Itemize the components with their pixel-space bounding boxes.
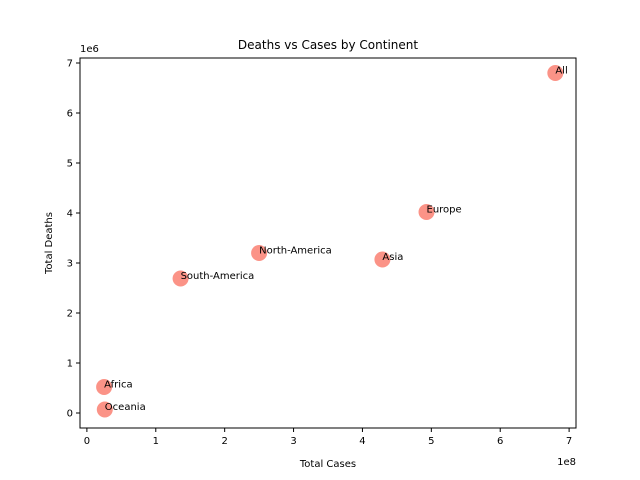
- y-tick-label: 6: [67, 109, 73, 120]
- x-tick-label: 6: [497, 436, 503, 447]
- data-point: [418, 204, 435, 220]
- point-label: Asia: [382, 252, 403, 263]
- data-point: [96, 401, 113, 418]
- y-tick-label: 7: [67, 59, 73, 70]
- x-tick-label: 3: [290, 436, 296, 447]
- point-label: South-America: [181, 271, 255, 282]
- x-tick-label: 0: [84, 436, 90, 447]
- x-tick-label: 1: [153, 436, 159, 447]
- data-point: [251, 245, 268, 261]
- data-point: [547, 65, 564, 81]
- y-tick-label: 3: [67, 259, 73, 270]
- x-axis-label: Total Cases: [299, 459, 356, 470]
- data-point: [172, 270, 189, 287]
- chart-title: Deaths vs Cases by Continent: [238, 38, 418, 52]
- y-tick-label: 0: [67, 409, 73, 420]
- y-axis-offset-text: 1e6: [80, 44, 99, 55]
- x-tick-label: 5: [428, 436, 434, 447]
- point-labels-layer: All Europe North-America Asia South-America A…: [104, 66, 568, 414]
- point-label: All: [555, 66, 567, 77]
- point-label: Europe: [427, 205, 462, 216]
- point-label: North-America: [259, 246, 332, 257]
- y-axis-label: Total Deaths: [44, 212, 55, 275]
- data-point: [374, 251, 391, 268]
- y-tick-label: 1: [67, 359, 73, 370]
- x-tick-label: 7: [566, 436, 572, 447]
- point-label: Oceania: [105, 402, 146, 413]
- x-tick-label: 4: [359, 436, 365, 447]
- y-tick-label: 5: [67, 159, 73, 170]
- points-layer: [96, 65, 564, 418]
- point-label: Africa: [104, 380, 133, 391]
- y-tick-label: 4: [67, 209, 73, 220]
- x-axis-ticks: 0 1 2 3 4 5 6 7: [84, 428, 572, 447]
- y-axis-ticks: 0 1 2 3 4 5 6 7: [67, 59, 80, 420]
- data-point: [96, 379, 113, 395]
- x-tick-label: 2: [221, 436, 227, 447]
- y-tick-label: 2: [67, 309, 73, 320]
- x-axis-offset-text: 1e8: [557, 457, 576, 468]
- plot-area-frame: [79, 57, 577, 429]
